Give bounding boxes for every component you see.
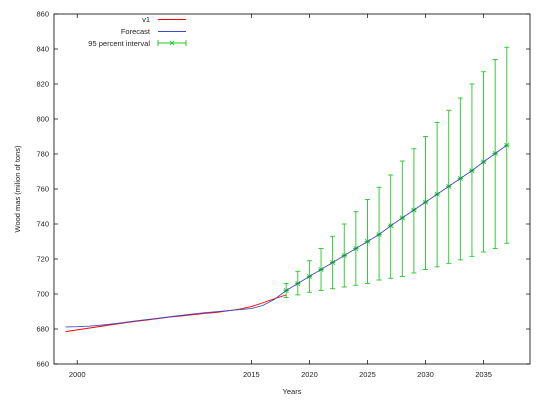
x-tick-label: 2025: [359, 370, 376, 379]
series-layer: [65, 144, 508, 333]
y-tick-label: 800: [36, 115, 49, 124]
y-tick-label: 660: [36, 360, 49, 369]
x-tick-label: 2015: [243, 370, 260, 379]
x-tick-label: 2030: [417, 370, 434, 379]
legend: v1 Forecast 95 percent interval: [88, 15, 187, 48]
intervals-layer: [283, 46, 510, 298]
y-axis-label: Wood mas (milion of tons): [13, 145, 22, 232]
plot-frame: [53, 13, 531, 365]
legend-label-interval: 95 percent interval: [88, 39, 150, 48]
error-bar: [504, 46, 510, 244]
y-tick-label: 680: [36, 325, 49, 334]
y-tick-label: 720: [36, 255, 49, 264]
x-tick-label: 2000: [69, 370, 86, 379]
x-tick-label: 2035: [475, 370, 492, 379]
legend-label-forecast: Forecast: [121, 27, 151, 36]
y-tick-label: 820: [36, 80, 49, 89]
legend-swatch-interval: [157, 40, 187, 46]
x-axis-label: Years: [283, 387, 302, 396]
series-line-v1: [65, 294, 287, 333]
y-tick-label: 780: [36, 150, 49, 159]
y-tick-label: 860: [36, 10, 49, 19]
y-tick-label: 840: [36, 45, 49, 54]
y-tick-label: 740: [36, 220, 49, 229]
y-tick-label: 700: [36, 290, 49, 299]
legend-label-v1: v1: [142, 15, 150, 24]
series-line-forecast: [65, 144, 508, 328]
legend-interval-marker: [169, 40, 175, 46]
ticks-layer: 660 680 700 720 740 760 780 800 820 840 860 2000 201…: [36, 10, 530, 379]
x-tick-label: 2020: [301, 370, 318, 379]
y-tick-label: 760: [36, 185, 49, 194]
